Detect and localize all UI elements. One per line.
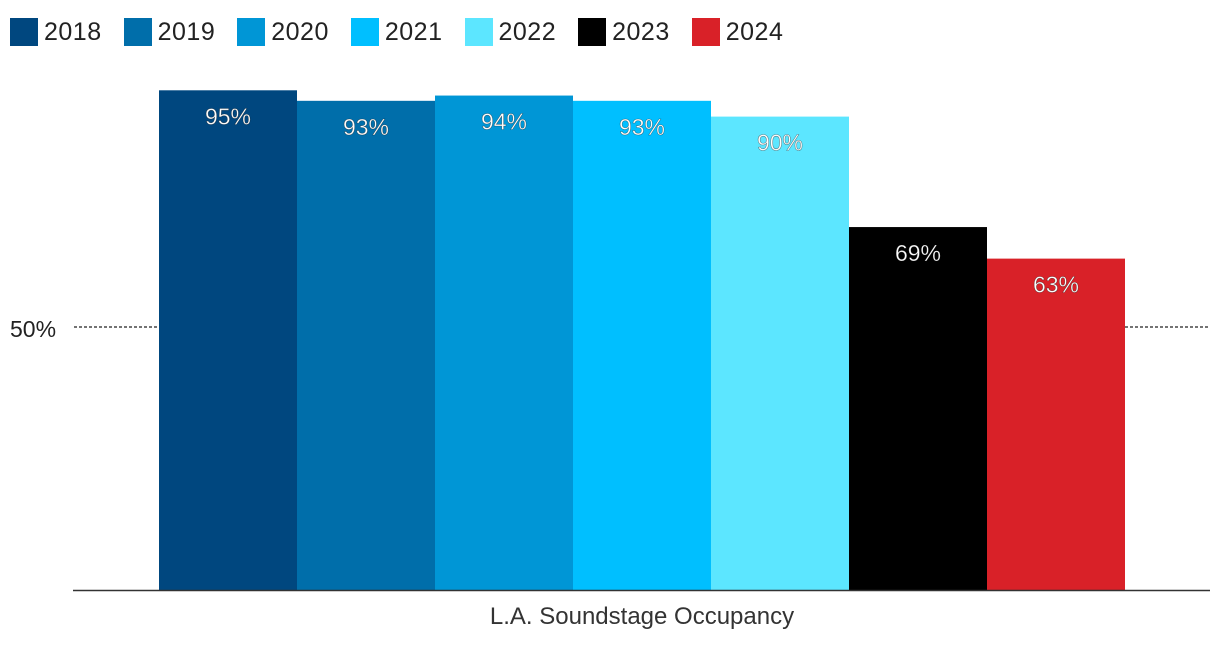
legend-item-2021: 2021 (350, 17, 443, 47)
legend-swatch (237, 18, 266, 46)
legend-label: 2023 (612, 17, 670, 46)
bar-value-label-2024: 63% (1033, 272, 1079, 298)
legend-item-2020: 2020 (237, 18, 329, 47)
legend-swatch (578, 18, 607, 46)
x-axis-label: L.A. Soundstage Occupancy (490, 603, 794, 630)
legend-swatch (10, 18, 38, 46)
chart-legend: 2018 2019 2020 2021 2022 2023 2024 (10, 16, 805, 48)
bar-value-label-2021: 93% (619, 114, 665, 140)
legend-label: 2022 (498, 17, 557, 46)
legend-item-2022: 2022 (464, 17, 557, 47)
legend-label: 2024 (725, 17, 784, 46)
bar-2023 (849, 227, 987, 590)
legend-item-2024: 2024 (691, 17, 784, 47)
legend-swatch (350, 18, 379, 46)
legend-label: 2020 (271, 17, 329, 46)
reference-line-label: 50% (10, 316, 56, 342)
legend-item-2023: 2023 (578, 18, 670, 47)
legend-swatch (464, 18, 493, 46)
legend-item-2018: 2018 (10, 18, 102, 47)
bar-value-label-2020: 94% (481, 109, 527, 135)
bar-2020 (435, 95, 573, 590)
bar-2019 (297, 100, 435, 590)
bar-2021 (573, 100, 711, 590)
legend-swatch (691, 18, 720, 46)
bar-value-label-2019: 93% (343, 114, 389, 140)
bar-2018 (159, 90, 297, 591)
bar-2024 (987, 258, 1125, 590)
bar-2022 (711, 116, 849, 590)
bars-group: 95% 93% 94% 93% 90% 69% 63% (159, 90, 1125, 591)
bar-value-label-2018: 95% (205, 103, 251, 129)
legend-swatch (123, 18, 152, 46)
legend-label: 2019 (157, 17, 216, 46)
bar-value-label-2023: 69% (895, 240, 941, 266)
legend-label: 2021 (384, 17, 443, 46)
legend-item-2019: 2019 (123, 17, 216, 47)
legend-label: 2018 (44, 17, 102, 46)
bar-value-label-2022: 90% (757, 130, 803, 156)
